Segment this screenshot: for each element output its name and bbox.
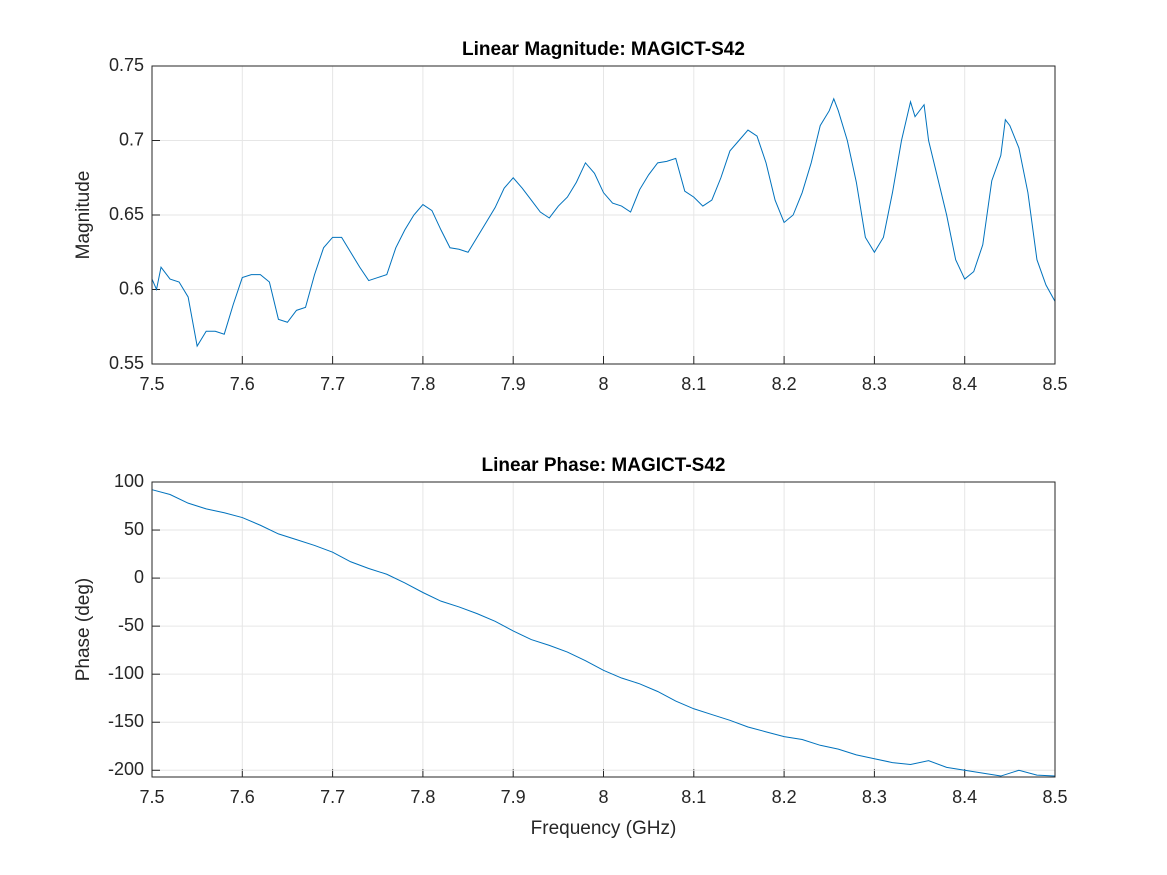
chart-title: Linear Magnitude: MAGICT-S42: [462, 39, 745, 60]
y-tick-label: 100: [114, 471, 144, 491]
x-tick-label: 8.1: [681, 374, 706, 394]
x-tick-label: 7.9: [501, 787, 526, 807]
x-tick-label: 7.9: [501, 374, 526, 394]
x-tick-label: 7.8: [410, 374, 435, 394]
y-tick-label: 0.55: [109, 353, 144, 373]
y-tick-label: -50: [118, 615, 144, 635]
x-tick-label: 8.4: [952, 374, 977, 394]
x-tick-label: 8: [598, 787, 608, 807]
x-tick-label: 7.5: [139, 787, 164, 807]
x-tick-label: 7.8: [410, 787, 435, 807]
x-tick-label: 8.3: [862, 787, 887, 807]
x-tick-label: 7.5: [139, 374, 164, 394]
x-axis-label: Frequency (GHz): [531, 818, 677, 839]
data-line: [151, 489, 1056, 777]
y-axis-label: Phase (deg): [73, 578, 94, 682]
y-tick-label: -100: [108, 663, 144, 683]
x-tick-label: 8.1: [681, 787, 706, 807]
y-tick-label: -200: [108, 759, 144, 779]
data-line: [151, 97, 1056, 348]
axes-box: [151, 65, 1056, 365]
y-tick-label: 0.6: [119, 278, 144, 298]
x-tick-label: 7.7: [320, 374, 345, 394]
x-tick-label: 8.2: [772, 787, 797, 807]
x-tick-label: 8.3: [862, 374, 887, 394]
y-tick-label: 0.75: [109, 55, 144, 75]
y-axis-label: Magnitude: [73, 171, 94, 260]
x-tick-label: 8.5: [1042, 787, 1067, 807]
y-tick-label: 0: [134, 567, 144, 587]
y-tick-label: 0.65: [109, 204, 144, 224]
x-tick-label: 8.2: [772, 374, 797, 394]
chart-title: Linear Phase: MAGICT-S42: [482, 455, 726, 476]
x-tick-label: 8.4: [952, 787, 977, 807]
x-tick-label: 8: [598, 374, 608, 394]
x-tick-label: 7.7: [320, 787, 345, 807]
y-tick-label: 0.7: [119, 129, 144, 149]
y-tick-label: -150: [108, 711, 144, 731]
axes-box: [151, 481, 1056, 778]
x-tick-label: 7.6: [230, 374, 255, 394]
y-tick-label: 50: [124, 519, 144, 539]
x-tick-label: 8.5: [1042, 374, 1067, 394]
x-tick-label: 7.6: [230, 787, 255, 807]
